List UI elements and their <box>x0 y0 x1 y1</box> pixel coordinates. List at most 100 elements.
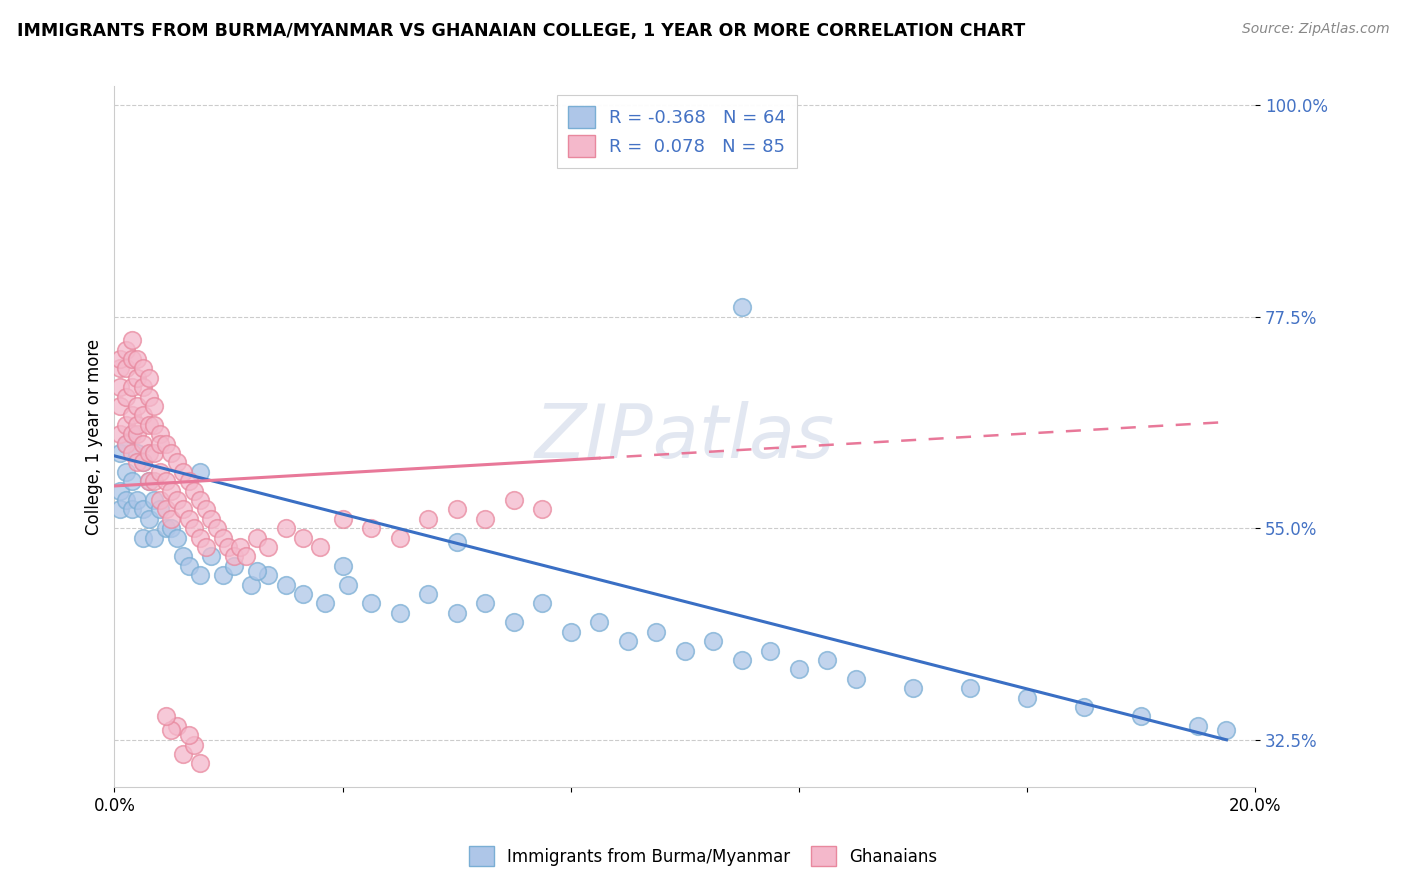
Point <box>160 446 183 460</box>
Point <box>114 390 136 404</box>
Point <box>149 493 172 508</box>
Point <box>224 549 246 564</box>
Point <box>132 531 155 545</box>
Point <box>901 681 924 695</box>
Point <box>149 465 172 479</box>
Point <box>240 577 263 591</box>
Point <box>845 672 868 686</box>
Point <box>160 483 183 498</box>
Point <box>138 475 160 489</box>
Text: IMMIGRANTS FROM BURMA/MYANMAR VS GHANAIAN COLLEGE, 1 YEAR OR MORE CORRELATION CH: IMMIGRANTS FROM BURMA/MYANMAR VS GHANAIA… <box>17 22 1025 40</box>
Point <box>257 568 280 582</box>
Point <box>121 409 143 423</box>
Point <box>160 512 183 526</box>
Point <box>731 653 754 667</box>
Point <box>127 399 149 413</box>
Point <box>132 455 155 469</box>
Point <box>127 351 149 366</box>
Point <box>108 446 131 460</box>
Point <box>177 728 200 742</box>
Point <box>138 417 160 432</box>
Point <box>108 361 131 376</box>
Point <box>200 512 222 526</box>
Point <box>1215 723 1237 738</box>
Point <box>360 597 382 611</box>
Point <box>188 531 211 545</box>
Point <box>314 597 336 611</box>
Point <box>149 502 172 516</box>
Point <box>388 606 411 620</box>
Point <box>166 719 188 733</box>
Point <box>531 597 554 611</box>
Point <box>149 436 172 450</box>
Point <box>114 417 136 432</box>
Text: ZIPatlas: ZIPatlas <box>534 401 835 473</box>
Point <box>172 502 194 516</box>
Point <box>246 564 269 578</box>
Point <box>166 531 188 545</box>
Point <box>183 738 205 752</box>
Point <box>194 502 217 516</box>
Point <box>132 361 155 376</box>
Point <box>172 549 194 564</box>
Point <box>291 531 314 545</box>
Point <box>183 483 205 498</box>
Point <box>1015 690 1038 705</box>
Point <box>143 417 166 432</box>
Point <box>1073 700 1095 714</box>
Point <box>143 446 166 460</box>
Point <box>337 577 360 591</box>
Point <box>138 390 160 404</box>
Point <box>332 558 354 573</box>
Point <box>149 427 172 442</box>
Point <box>143 475 166 489</box>
Point <box>108 483 131 498</box>
Point <box>274 521 297 535</box>
Point <box>160 521 183 535</box>
Point <box>114 465 136 479</box>
Point <box>108 502 131 516</box>
Point <box>188 493 211 508</box>
Point <box>211 568 233 582</box>
Point <box>127 417 149 432</box>
Point <box>114 436 136 450</box>
Point <box>188 465 211 479</box>
Point <box>114 343 136 357</box>
Point <box>502 615 524 630</box>
Point <box>121 351 143 366</box>
Point <box>200 549 222 564</box>
Point <box>474 597 496 611</box>
Point <box>177 475 200 489</box>
Point <box>172 465 194 479</box>
Point <box>143 493 166 508</box>
Point <box>108 351 131 366</box>
Point <box>155 475 177 489</box>
Point <box>474 512 496 526</box>
Point <box>959 681 981 695</box>
Point <box>155 502 177 516</box>
Point <box>121 446 143 460</box>
Point <box>121 427 143 442</box>
Point <box>166 493 188 508</box>
Point <box>132 380 155 394</box>
Point <box>588 615 610 630</box>
Point <box>257 540 280 554</box>
Point <box>177 558 200 573</box>
Point <box>114 493 136 508</box>
Point <box>291 587 314 601</box>
Point <box>108 380 131 394</box>
Point <box>815 653 838 667</box>
Point <box>731 301 754 315</box>
Point <box>194 540 217 554</box>
Point <box>183 521 205 535</box>
Point <box>138 446 160 460</box>
Point <box>416 587 439 601</box>
Point <box>416 512 439 526</box>
Point <box>138 512 160 526</box>
Point <box>132 409 155 423</box>
Point <box>702 634 724 648</box>
Point <box>166 455 188 469</box>
Point <box>155 436 177 450</box>
Point <box>132 436 155 450</box>
Point <box>121 427 143 442</box>
